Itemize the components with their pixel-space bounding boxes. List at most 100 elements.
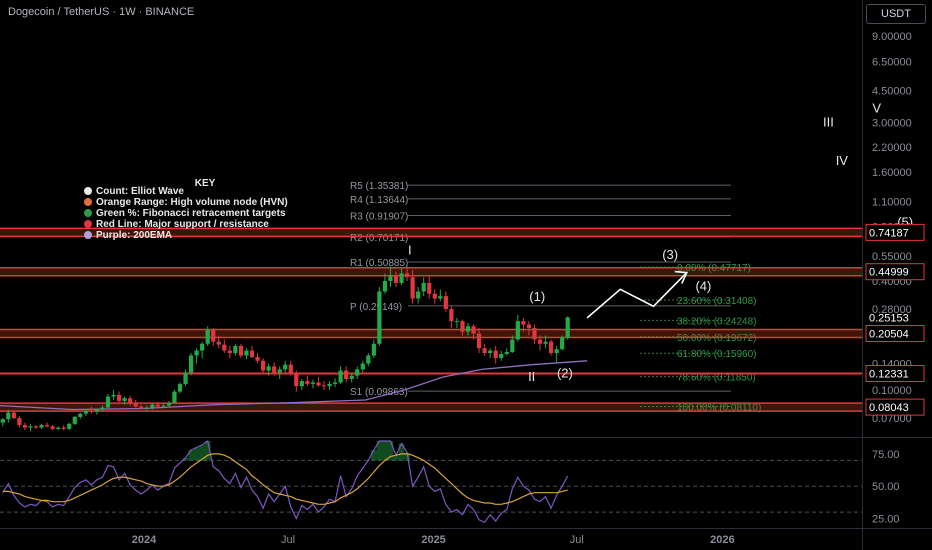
candle-body (200, 343, 205, 351)
price-tag-label: 0.44999 (869, 267, 909, 279)
candle-body (288, 364, 293, 375)
hvn-range-band (0, 403, 862, 412)
price-tick-label: 0.28000 (872, 304, 912, 316)
rsi-overbought-fill (371, 450, 377, 461)
rsi-overbought-fill (188, 450, 194, 461)
candle-body (355, 369, 360, 376)
elliott-wave-label: III (823, 115, 834, 130)
pivot-level-label: R1 (0.50885) (350, 258, 408, 269)
candle-body (83, 410, 88, 414)
candle-body (61, 427, 66, 429)
candle-body (50, 426, 55, 429)
candle-body (382, 280, 388, 292)
price-tick-label: 2.20000 (872, 142, 912, 154)
candle-body (161, 405, 166, 407)
rsi-overbought-fill (204, 441, 211, 461)
rsi-overbought-fill (404, 452, 410, 461)
candle-body (188, 355, 194, 373)
price-tag-label: 0.12331 (869, 369, 909, 381)
candle-body (537, 339, 543, 344)
rsi-overbought-fill (387, 441, 394, 461)
hvn-range-band (0, 228, 862, 237)
candle-body (432, 293, 437, 299)
projection-path (586, 272, 688, 319)
rsi-overbought-fill (199, 444, 205, 461)
elliott-wave-label: II (528, 369, 535, 384)
candle-body (28, 426, 33, 428)
elliott-wave-label: V (872, 101, 881, 116)
price-tag-box (865, 223, 925, 241)
elliott-wave-label: (4) (695, 278, 711, 293)
candle-body (316, 382, 321, 386)
time-axis-label: Jul (281, 534, 295, 546)
candle-body (471, 326, 476, 334)
candle-body (67, 423, 72, 429)
rsi-line (2, 439, 569, 524)
candle-body (78, 413, 83, 417)
candle-body (510, 339, 515, 353)
candle-body (94, 409, 100, 412)
fib-level-label: 100.00% (0.08110) (677, 402, 761, 413)
symbol-title[interactable]: Dogecoin / TetherUS · 1W · BINANCE (8, 6, 195, 18)
candle-body (554, 349, 559, 354)
rsi-overbought-fill (376, 441, 383, 461)
candle-body (44, 425, 50, 427)
price-tag-box (865, 263, 925, 281)
candle-body (476, 333, 482, 349)
candle-body (22, 425, 28, 428)
candle-body (111, 394, 116, 397)
candle-body (438, 296, 443, 299)
rsi-tick-label: 50.00 (872, 481, 900, 493)
rsi-tick-label: 25.00 (872, 514, 900, 526)
pivot-level-label: R4 (1.13644) (350, 195, 408, 206)
rsi-tick-label: 75.00 (872, 449, 900, 461)
candle-body (443, 296, 448, 310)
candle-body (105, 396, 111, 408)
rsi-overbought-fill (193, 447, 200, 461)
candle-body (344, 370, 349, 379)
candle-body (122, 398, 127, 401)
candle-body (183, 372, 188, 384)
candle-body (310, 382, 316, 384)
candle-body (216, 341, 221, 345)
candle-body (360, 363, 365, 370)
candle-body (133, 403, 138, 407)
legend-title: KEY (195, 178, 216, 189)
candle-body (416, 291, 421, 299)
candle-body (499, 354, 504, 359)
candle-body (327, 383, 332, 387)
elliott-wave-label: (2) (557, 366, 573, 381)
currency-selector[interactable]: USDT (866, 4, 926, 24)
price-tick-label: 6.50000 (872, 57, 912, 69)
price-tag-label: 0.08043 (869, 402, 909, 414)
candle-body (493, 350, 498, 359)
pivot-level-label: R3 (0.91907) (350, 212, 408, 223)
projection-arrowhead (674, 270, 688, 284)
pivot-level-label: R2 (0.70171) (350, 233, 408, 244)
candle-body (172, 391, 177, 403)
rsi-overbought-fill (398, 443, 405, 461)
candle-body (521, 321, 526, 325)
price-tick-label: 0.55000 (872, 251, 912, 263)
price-tick-label: 0.10000 (872, 385, 912, 397)
legend-item-label: Count: Elliot Wave (96, 186, 184, 197)
candle-body (227, 350, 232, 354)
candle-body (465, 326, 471, 332)
price-tag-label: 0.74187 (869, 227, 909, 239)
candle-body (155, 404, 160, 407)
elliott-wave-label: (1) (529, 289, 545, 304)
time-axis-label: Jul (570, 534, 584, 546)
candle-body (548, 341, 554, 354)
price-tag-box (865, 325, 925, 343)
candle-body (377, 291, 382, 344)
elliott-wave-label: IV (836, 153, 849, 168)
price-tag-label: 0.25153 (869, 312, 909, 324)
legend-item-label: Red Line: Major support / resistance (96, 219, 269, 230)
candle-body (283, 364, 288, 370)
price-tick-label: 4.50000 (872, 86, 912, 98)
candle-body (482, 348, 487, 354)
price-tag-box (865, 398, 925, 416)
hvn-range-band (0, 329, 862, 338)
ema200-line (0, 360, 588, 411)
